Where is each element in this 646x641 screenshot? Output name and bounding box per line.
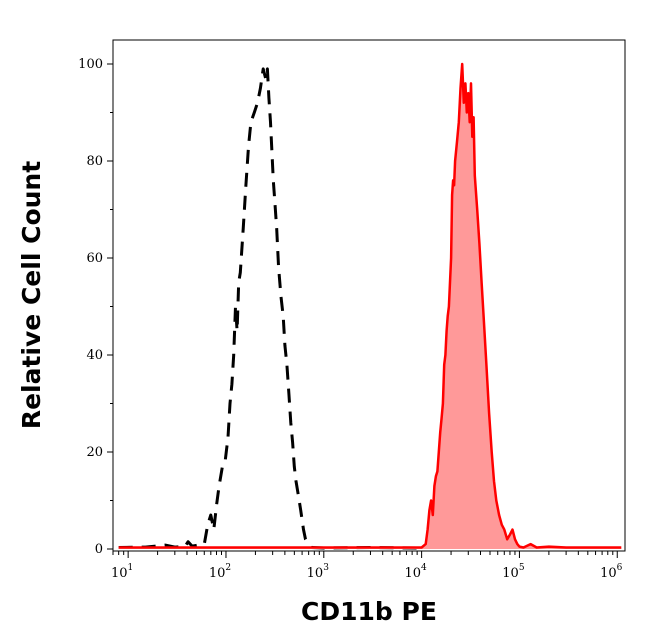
x-tick-label: 103 [307, 563, 330, 581]
x-tick-label: 106 [600, 563, 623, 581]
y-tick-label: 20 [86, 445, 103, 460]
y-axis-title: Relative Cell Count [17, 161, 46, 429]
y-tick-label: 40 [86, 348, 103, 363]
series-2-line [118, 62, 622, 549]
x-axis-ticks: 101 102 103 104 105 106 [111, 551, 623, 581]
series-layer [118, 62, 622, 550]
x-axis-title: CD11b PE [301, 597, 437, 626]
series-1-line [118, 67, 422, 550]
y-tick-label: 100 [78, 57, 103, 72]
plot-frame [112, 39, 626, 552]
x-tick-label: 101 [111, 563, 133, 581]
y-tick-label: 0 [95, 542, 103, 557]
y-axis-ticks: 0 20 40 60 80 100 [78, 57, 113, 557]
y-tick-label: 60 [86, 251, 103, 266]
x-tick-label: 105 [502, 563, 525, 581]
x-tick-label: 104 [404, 563, 427, 581]
series-2-area [118, 64, 622, 549]
x-tick-label: 102 [209, 563, 231, 581]
y-tick-label: 80 [86, 154, 103, 169]
